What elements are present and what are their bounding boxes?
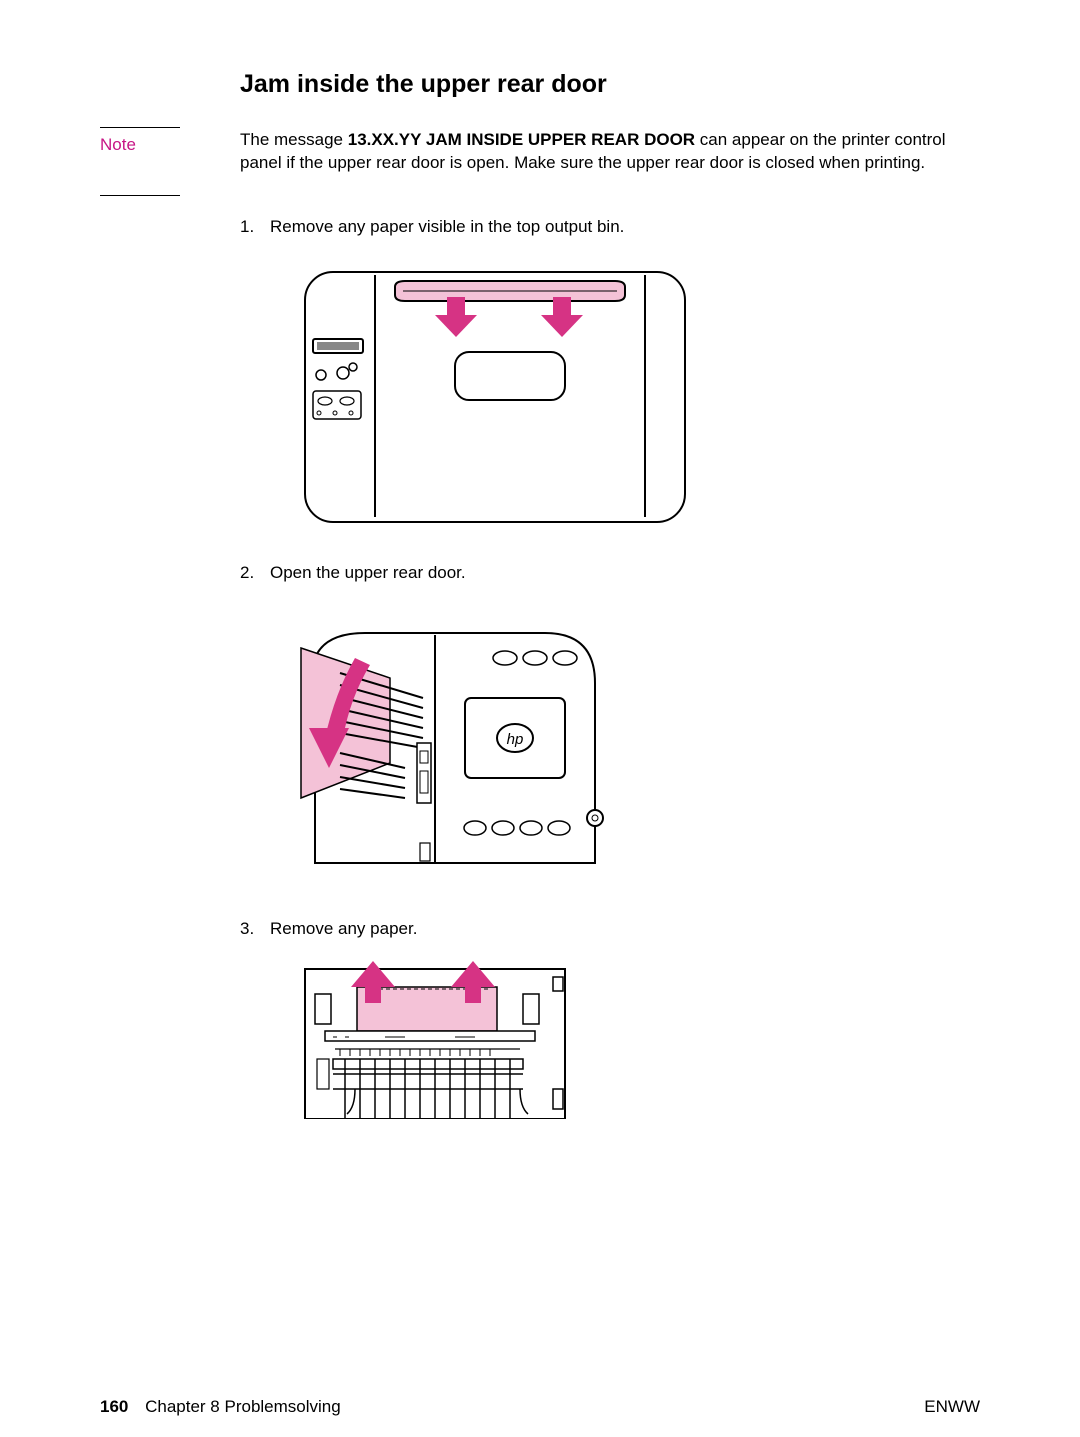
- page-number: 160: [100, 1397, 128, 1416]
- note-block: Note The message 13.XX.YY JAM INSIDE UPP…: [100, 127, 980, 196]
- step-3: 3. Remove any paper.: [240, 918, 980, 1124]
- footer-right: ENWW: [924, 1397, 980, 1417]
- section-heading: Jam inside the upper rear door: [240, 70, 980, 99]
- step-3-num: 3.: [240, 918, 270, 941]
- step-1: 1. Remove any paper visible in the top o…: [240, 216, 980, 532]
- step-2-text: Open the upper rear door.: [270, 562, 980, 585]
- note-text: The message 13.XX.YY JAM INSIDE UPPER RE…: [240, 127, 980, 196]
- step-1-num: 1.: [240, 216, 270, 239]
- figure-1-printer-front: [295, 257, 980, 532]
- figure-2-printer-rear: hp: [295, 603, 980, 888]
- note-bold: 13.XX.YY JAM INSIDE UPPER REAR DOOR: [348, 130, 695, 149]
- step-3-text: Remove any paper.: [270, 918, 980, 941]
- note-label: Note: [100, 127, 180, 196]
- figure-3-printer-interior: [295, 959, 980, 1124]
- note-pre: The message: [240, 130, 348, 149]
- page-footer: 160 Chapter 8 Problemsolving ENWW: [100, 1397, 980, 1417]
- step-2-num: 2.: [240, 562, 270, 585]
- step-1-text: Remove any paper visible in the top outp…: [270, 216, 980, 239]
- step-2: 2. Open the upper rear door.: [240, 562, 980, 888]
- svg-text:hp: hp: [507, 731, 524, 748]
- chapter-label: Chapter 8 Problemsolving: [145, 1397, 341, 1416]
